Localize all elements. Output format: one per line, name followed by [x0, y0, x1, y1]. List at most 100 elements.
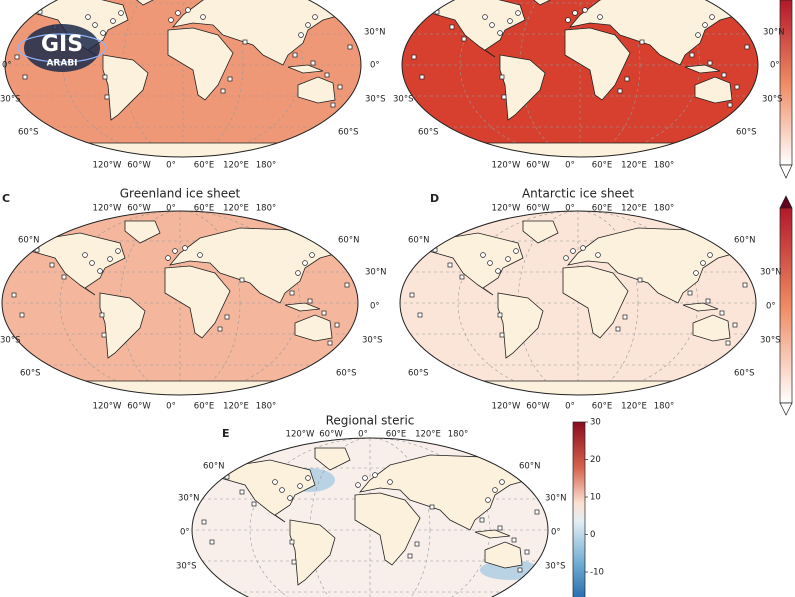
lon-label: 180° — [654, 402, 674, 412]
lat-label: 30°S — [762, 95, 782, 105]
lon-label: 120°W — [93, 402, 122, 412]
lon-label: 60°E — [194, 204, 214, 214]
lat-label: 60°S — [18, 128, 38, 138]
lat-label: 0° — [2, 61, 12, 71]
lat-label: 60°N — [203, 462, 224, 472]
lat-label: 0° — [370, 61, 380, 71]
lat-label: 30°S — [393, 95, 413, 105]
lat-label: 30°S — [760, 336, 780, 346]
lon-label: 0° — [565, 161, 575, 171]
lon-label: 120°W — [492, 204, 521, 214]
map-body — [5, 0, 361, 157]
panel-title: Antarctic ice sheet — [522, 187, 634, 201]
lat-label: 30°S — [0, 95, 20, 105]
panel-letter: D — [430, 192, 439, 205]
lat-label: 30°N — [545, 494, 566, 504]
colorbars — [572, 0, 793, 597]
lon-label: 60°E — [194, 402, 214, 412]
map-outline — [1, 210, 359, 396]
lon-label: 180° — [654, 204, 674, 214]
lat-label: 30°S — [365, 95, 385, 105]
lon-label: 120°W — [93, 204, 122, 214]
lat-label: 60°N — [18, 236, 39, 246]
lon-label: 0° — [166, 204, 176, 214]
colorbar-arrow — [779, 195, 793, 209]
lon-label: 60°W — [319, 430, 343, 440]
lon-label: 120°E — [621, 204, 647, 214]
lat-label: 60°S — [408, 369, 428, 379]
map-panel — [1, 210, 359, 396]
lat-label: 0° — [770, 61, 780, 71]
lat-label: 30°N — [760, 268, 781, 278]
map-outline — [401, 0, 759, 158]
lon-label: 60°E — [592, 204, 612, 214]
map-panel — [191, 437, 549, 597]
lon-label: 60°W — [127, 204, 151, 214]
lat-label: 30°S — [176, 562, 196, 572]
logo-tagline: ARABI — [46, 59, 77, 69]
colorbar-arrow — [779, 402, 793, 416]
logo-badge — [24, 24, 100, 72]
lat-label: 60°S — [418, 128, 438, 138]
lat-label: 30°S — [0, 336, 20, 346]
logo-orbit — [17, 33, 107, 63]
lon-label: 180° — [256, 402, 276, 412]
map-body — [2, 211, 358, 395]
lon-label: 120°E — [621, 402, 647, 412]
lon-label: 60°W — [526, 204, 550, 214]
colorbar-ticks: 30 20 10 0 -10 — [585, 418, 604, 578]
colorbar-arrow — [779, 164, 793, 179]
lon-label: 180° — [256, 161, 276, 171]
colorbar-tick-label: 10 — [590, 493, 601, 503]
lon-label: 120°E — [223, 161, 249, 171]
panel-title: Greenland ice sheet — [120, 187, 241, 201]
maps — [1, 0, 759, 597]
lon-label: 120°E — [223, 402, 249, 412]
panel-letter: C — [2, 192, 10, 205]
lon-label: 180° — [654, 161, 674, 171]
lon-label: 0° — [565, 204, 575, 214]
lat-label: 30°N — [763, 28, 784, 38]
map-outline — [191, 437, 549, 597]
lon-label: 60°W — [127, 402, 151, 412]
lat-label: 60°S — [20, 369, 40, 379]
map-body — [400, 211, 756, 395]
lat-label: 60°N — [338, 236, 359, 246]
map-panel — [399, 210, 757, 396]
lon-label: 0° — [565, 402, 575, 412]
map-panel — [4, 0, 362, 158]
lon-label: 120°E — [415, 430, 441, 440]
lat-label: 0° — [766, 302, 776, 312]
map-body — [402, 0, 758, 157]
lon-label: 60°E — [592, 161, 612, 171]
lon-label: 60°E — [592, 402, 612, 412]
lat-label: 30°S — [545, 562, 565, 572]
lat-label: 60°S — [734, 369, 754, 379]
lat-label: 60°S — [338, 128, 358, 138]
colorbar-a — [779, 0, 793, 166]
panel-title: Regional steric — [326, 414, 415, 428]
lon-label: 0° — [358, 430, 368, 440]
lon-label: 120°E — [223, 204, 249, 214]
lat-label: 30°N — [365, 268, 386, 278]
lon-label: 120°W — [492, 161, 521, 171]
lon-label: 60°E — [386, 430, 406, 440]
lon-label: 60°W — [526, 402, 550, 412]
lat-label: 0° — [180, 528, 190, 538]
lat-label: 60°N — [734, 236, 755, 246]
lat-label: 0° — [551, 528, 561, 538]
lat-label: 60°S — [336, 369, 356, 379]
lon-label: 120°W — [286, 430, 315, 440]
colorbar-tick-label: 20 — [590, 455, 601, 465]
lat-label: 60°N — [408, 236, 429, 246]
lat-label: 0° — [370, 302, 380, 312]
lon-label: 180° — [256, 204, 276, 214]
colorbar-tick-label: 0 — [590, 530, 595, 540]
lon-label: 60°W — [526, 161, 550, 171]
lon-label: 180° — [448, 430, 468, 440]
lat-label: 60°N — [519, 462, 540, 472]
lon-label: 60°W — [127, 161, 151, 171]
map-body — [192, 438, 548, 597]
colorbar-tick-label: 30 — [590, 418, 601, 428]
